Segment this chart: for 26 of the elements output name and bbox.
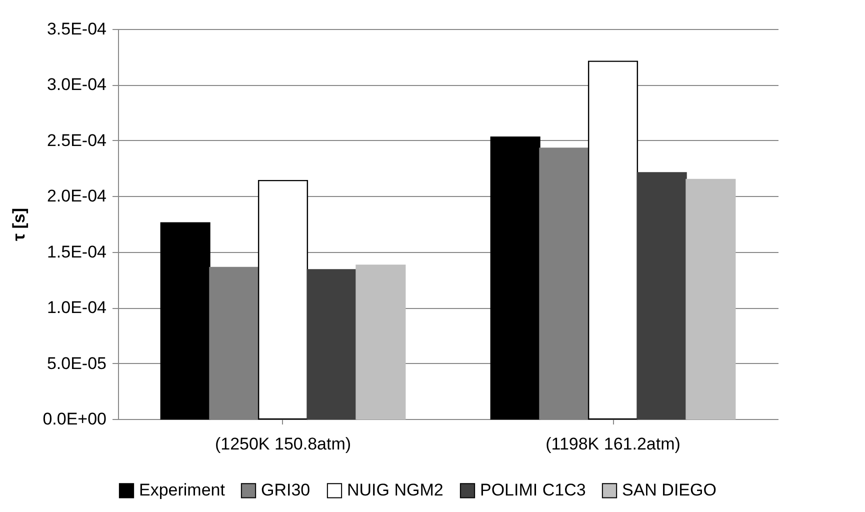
x-tick-label: (1198K 161.2atm)	[546, 434, 680, 454]
bar	[258, 180, 308, 420]
bar	[588, 60, 638, 420]
legend-label: SAN DIEGO	[622, 480, 716, 500]
bar	[209, 266, 260, 420]
bar	[636, 172, 687, 420]
legend-label: GRI30	[261, 480, 310, 500]
x-tick-label: (1250K 150.8atm)	[214, 434, 352, 454]
y-tick-label: 3.5E-04	[46, 20, 106, 38]
y-tick-label: 1.0E-04	[46, 298, 106, 318]
bar	[160, 222, 210, 420]
legend-label: Experiment	[139, 480, 226, 500]
legend-label: POLIMI C1C3	[480, 480, 586, 500]
legend-label: NUIG NGM2	[347, 480, 444, 500]
y-tick-label: 5.0E-05	[46, 354, 106, 373]
bar	[356, 264, 406, 420]
y-tick-label: 0.0E+00	[42, 410, 106, 428]
bar	[490, 136, 540, 420]
y-tick-label: 1.5E-04	[46, 242, 106, 262]
y-axis-title: τ [s]	[10, 208, 29, 242]
bar	[686, 178, 736, 420]
y-tick-label: 2.5E-04	[46, 130, 106, 150]
bar	[539, 148, 590, 420]
bar	[306, 269, 357, 420]
y-tick-label: 3.0E-04	[46, 75, 106, 94]
y-tick-label: 2.0E-04	[46, 186, 106, 206]
